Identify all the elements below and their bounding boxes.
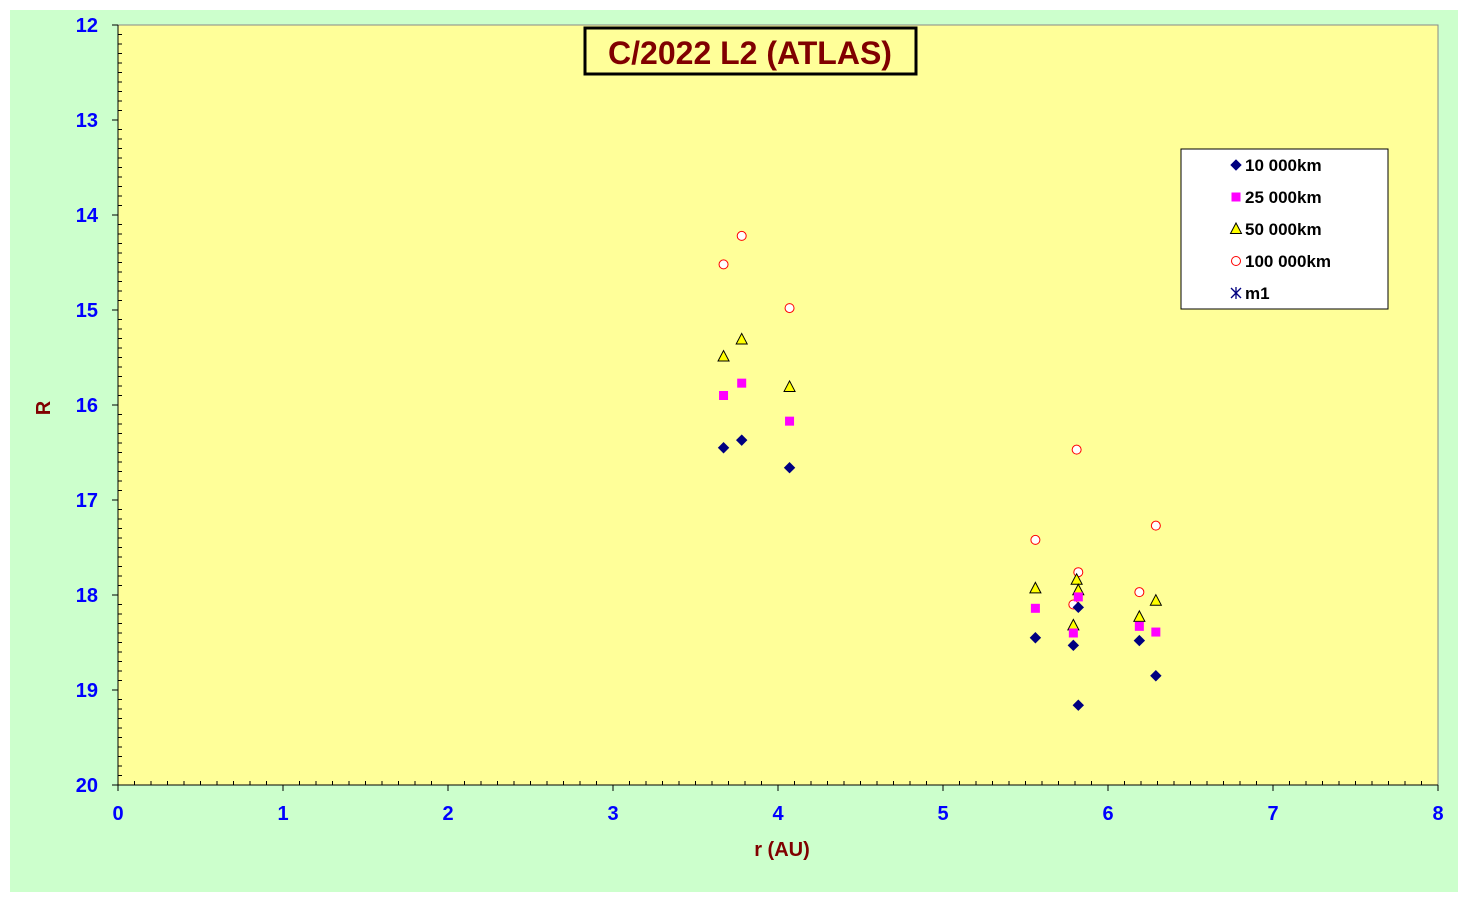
legend-label: m1 <box>1245 284 1270 303</box>
data-point <box>736 230 747 241</box>
legend-label: 10 000km <box>1245 156 1322 175</box>
data-point <box>1029 581 1042 594</box>
data-point <box>783 379 796 392</box>
legend-marker <box>1230 287 1242 299</box>
x-tick-label: 8 <box>1432 803 1443 825</box>
data-point <box>1151 627 1161 637</box>
legend-item: 25 000km <box>1231 188 1322 207</box>
legend-item: 10 000km <box>1230 156 1322 175</box>
y-tick-label: 15 <box>76 300 98 322</box>
data-point <box>1029 632 1042 644</box>
data-point <box>1030 534 1041 545</box>
chart-area: 12 13 14 15 16 17 18 19 20 0 1 2 3 4 5 6 7 8 C/2022 L2 (A… <box>10 10 1458 892</box>
y-tick-label: 12 <box>76 15 98 37</box>
data-point <box>785 416 795 426</box>
data-point <box>1030 603 1040 613</box>
data-point <box>1149 593 1163 606</box>
legend-item: m1 <box>1230 284 1270 303</box>
data-point <box>1073 567 1084 578</box>
legend-label: 50 000km <box>1245 220 1322 239</box>
legend-box <box>1180 148 1389 310</box>
legend-label: 100 000km <box>1245 252 1331 271</box>
data-point <box>737 378 747 388</box>
chart-title-box: C/2022 L2 (ATLAS) <box>583 26 918 76</box>
data-point <box>1071 444 1082 455</box>
legend-item: 50 000km <box>1229 220 1322 239</box>
data-point <box>719 391 729 400</box>
x-tick-label: 0 <box>112 803 123 825</box>
y-tick-label: 14 <box>76 205 99 227</box>
x-tick-label: 1 <box>277 803 288 825</box>
data-point <box>1150 520 1161 531</box>
series-2 <box>717 332 1163 631</box>
data-point <box>735 434 748 446</box>
y-tick-label: 13 <box>76 110 98 132</box>
legend-marker <box>1229 221 1243 234</box>
data-point <box>717 442 730 454</box>
data-point <box>784 303 795 314</box>
data-point <box>1072 601 1085 614</box>
plot-area <box>117 24 1439 786</box>
data-point <box>1068 628 1078 638</box>
data-point <box>1133 609 1146 622</box>
x-tick-label: 7 <box>1267 803 1278 825</box>
legend: 10 000km 25 000km 50 000km 100 000km m1 <box>1180 148 1389 310</box>
x-tick-label: 3 <box>607 803 618 825</box>
series-1 <box>719 378 1161 638</box>
data-point <box>717 349 730 362</box>
data-point <box>718 259 729 270</box>
y-tick-label: 19 <box>76 680 98 702</box>
legend-marker <box>1230 159 1242 171</box>
data-point <box>783 461 796 474</box>
data-point <box>1134 621 1144 631</box>
y-tick-label: 20 <box>76 775 98 797</box>
legend-marker <box>1231 256 1241 266</box>
x-tick-label: 5 <box>937 803 948 825</box>
x-tick-label: 6 <box>1102 803 1113 825</box>
x-axis-title: r (AU) <box>754 839 810 861</box>
data-point <box>1072 699 1085 711</box>
data-point <box>1134 587 1145 598</box>
y-tick-label: 18 <box>76 585 98 607</box>
data-point <box>1133 634 1146 647</box>
chart-title: C/2022 L2 (ATLAS) <box>608 35 892 71</box>
y-axis-title: R <box>33 400 55 415</box>
data-points <box>717 230 1163 711</box>
data-point <box>1150 670 1162 682</box>
legend-label: 25 000km <box>1245 188 1322 207</box>
data-point <box>1070 572 1083 585</box>
y-tick-label: 16 <box>76 395 98 417</box>
data-point <box>735 332 749 345</box>
data-point <box>1067 639 1080 652</box>
data-point <box>1073 592 1083 602</box>
series-0 <box>717 434 1162 711</box>
legend-marker <box>1231 192 1241 202</box>
y-tick-label: 17 <box>76 490 98 512</box>
x-tick-label: 4 <box>772 803 784 825</box>
legend-item: 100 000km <box>1231 252 1331 271</box>
x-tick-label: 2 <box>442 803 453 825</box>
